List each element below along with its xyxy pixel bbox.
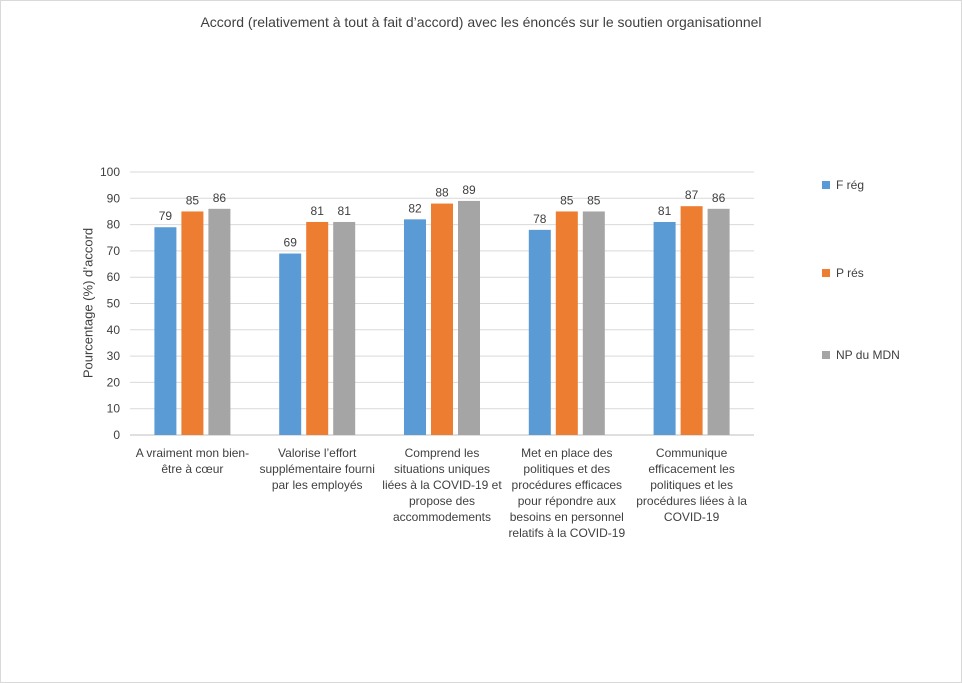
data-label: 85 [560, 193, 574, 207]
x-tick-label-line: COVID-19 [663, 510, 720, 524]
bar [431, 203, 453, 435]
x-tick-label-line: pour répondre aux [517, 494, 616, 508]
x-tick-label-line: être à cœur [161, 462, 224, 476]
y-tick-label: 30 [107, 349, 121, 363]
bar [458, 200, 480, 435]
legend-swatch [822, 351, 830, 359]
y-tick-label: 90 [107, 191, 121, 205]
legend-item: P rés [822, 265, 864, 281]
legend-label: NP du MDN [836, 348, 900, 362]
x-tick-label-line: procédures efficaces [511, 478, 623, 492]
y-tick-label: 80 [107, 218, 121, 232]
x-tick-label-line: besoins en personnel [509, 510, 624, 524]
bar [653, 221, 676, 435]
x-tick-label-line: politiques et des [523, 462, 611, 476]
bar [528, 229, 551, 435]
bar [154, 227, 177, 435]
bar [181, 211, 204, 435]
data-label: 85 [186, 193, 200, 207]
data-label: 86 [213, 191, 227, 205]
y-tick-label: 100 [100, 165, 120, 179]
x-tick-label-line: A vraiment mon bien- [135, 446, 250, 460]
legend-label: P rés [836, 266, 864, 280]
legend-swatch [822, 181, 830, 189]
bar [208, 208, 231, 435]
y-tick-label: 20 [107, 375, 121, 389]
data-label: 89 [462, 183, 476, 197]
x-tick-label-line: propose des [408, 494, 476, 508]
data-label: 86 [712, 191, 726, 205]
bar [680, 206, 703, 435]
x-tick-label-line: efficacement les [648, 462, 735, 476]
x-tick-label-line: Communique [655, 446, 728, 460]
data-label: 82 [408, 201, 422, 215]
x-tick-label: Comprend les situations uniques liées à la… [380, 445, 504, 525]
y-tick-label: 0 [113, 428, 120, 442]
bar [582, 211, 605, 435]
x-tick-label-line: accommodements [392, 510, 492, 524]
x-tick-label: A vraiment mon bien-être à cœur [130, 445, 254, 477]
x-tick-label-line: Met en place des [521, 446, 613, 460]
x-tick-label: Met en place des politiques et des procédu… [505, 445, 629, 541]
legend-label: F rég [836, 178, 865, 192]
bar [333, 221, 356, 435]
bar [279, 253, 302, 435]
legend-item: NP du MDN [822, 347, 900, 363]
x-tick-label-line: par les employés [271, 478, 363, 492]
data-label: 87 [685, 188, 699, 202]
data-label: 85 [587, 193, 601, 207]
x-tick-label-line: liées à la COVID-19 et [382, 478, 502, 492]
x-tick-label-line: relatifs à la COVID-19 [508, 526, 626, 540]
y-tick-label: 40 [107, 323, 121, 337]
x-tick-label: Valorise l’effort supplémentaire fourni pa… [255, 445, 379, 493]
data-label: 88 [435, 186, 449, 200]
x-tick-label: Communique efficacement les politiques et … [630, 445, 754, 525]
y-tick-label: 60 [107, 270, 121, 284]
data-label: 79 [159, 209, 173, 223]
bar [404, 219, 426, 435]
x-tick-label-line: Comprend les [404, 446, 480, 460]
x-tick-label-line: situations uniques [393, 462, 491, 476]
data-label: 81 [338, 204, 352, 218]
x-tick-label-line: politiques et les [650, 478, 733, 492]
bar [555, 211, 578, 435]
y-tick-label: 50 [107, 297, 121, 311]
data-label: 69 [284, 236, 298, 250]
legend-swatch [822, 269, 830, 277]
x-tick-label-line: Valorise l’effort [278, 446, 357, 460]
data-label: 81 [658, 204, 672, 218]
bar [306, 221, 329, 435]
data-label: 81 [311, 204, 325, 218]
y-tick-label: 10 [107, 402, 121, 416]
legend-item: F rég [822, 177, 864, 193]
x-tick-label-line: supplémentaire fourni [259, 462, 375, 476]
data-label: 78 [533, 212, 547, 226]
bar [707, 208, 730, 435]
chart-title: Accord (relativement à tout à fait d’acc… [200, 14, 762, 30]
x-tick-label-line: procédures liées à la [636, 494, 747, 508]
y-tick-label: 70 [107, 244, 121, 258]
